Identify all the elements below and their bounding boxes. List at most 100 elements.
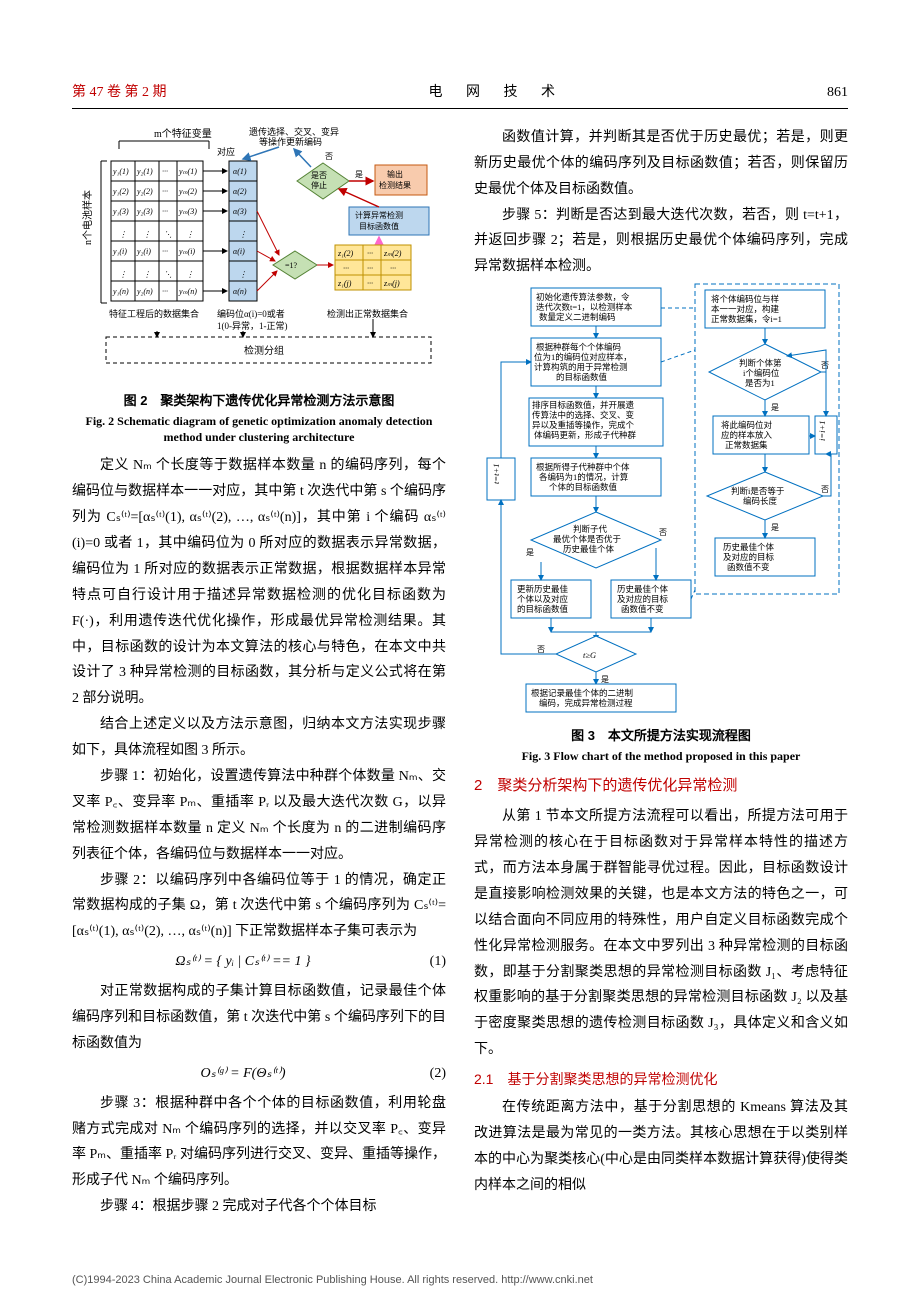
header-volume: 第 47 卷 第 2 期 [72,80,167,106]
svg-text:⋮: ⋮ [119,230,127,239]
fig2-label-codebit1: 编码位α(i)=0或者 [217,308,285,319]
svg-text:z₁(2): z₁(2) [337,249,354,258]
svg-text:⋱: ⋱ [164,270,172,279]
svg-text:正常数据集: 正常数据集 [725,440,768,450]
svg-text:检测结果: 检测结果 [379,180,411,190]
svg-text:α(3): α(3) [233,207,247,216]
svg-text:更新历史最佳: 更新历史最佳 [517,584,569,594]
svg-text:···: ··· [162,247,168,256]
fig2-label-split: 检测分组 [244,344,284,357]
fig3-caption-en: Fig. 3 Flow chart of the method proposed… [474,748,848,764]
p-step1: 步骤 1：初始化，设置遗传算法中种群个体数量 Nₘ、交叉率 P꜀、变异率 Pₘ、… [72,764,446,868]
svg-text:本一一对应，构建: 本一一对应，构建 [711,304,780,314]
right-column: 函数值计算，并判断其是否优于历史最优；若是，则更新历史最优个体的编码序列及目标函… [474,125,848,1220]
fig2-label-m: m个特征变量 [154,127,212,140]
svg-text:编码长度: 编码长度 [743,496,778,506]
svg-text:i=i+1: i=i+1 [817,421,827,441]
p-step3: 步骤 3：根据种群中各个个体的目标函数值，利用轮盘赌方式完成对 Nₘ 个编码序列… [72,1091,446,1195]
svg-text:yₘ(i): yₘ(i) [178,247,195,256]
svg-text:α(1): α(1) [233,167,247,176]
svg-text:α(i): α(i) [233,247,245,256]
svg-text:判断个体第: 判断个体第 [739,358,782,368]
svg-text:α(2): α(2) [233,187,247,196]
svg-text:y₁(3): y₁(3) [112,207,129,216]
fig2-label-normalset: 检测出正常数据集合 [327,308,408,319]
svg-text:···: ··· [162,187,168,196]
svg-text:判断子代: 判断子代 [573,524,608,534]
fig2-alpha-col: α(1) α(2) α(3) ⋮ α(i) ⋮ α(n) [229,161,257,301]
svg-text:⋱: ⋱ [164,230,172,239]
svg-text:y₁(2): y₁(2) [112,187,129,196]
svg-text:判断i是否等于: 判断i是否等于 [731,486,785,496]
eq2-content: Oₛ⁽ᵍ⁾ = F(Θₛ⁽ᵗ⁾) [72,1061,414,1087]
svg-text:个体的目标函数值: 个体的目标函数值 [549,482,618,492]
svg-text:yₘ(1): yₘ(1) [178,167,197,176]
svg-text:迭代次数t=1，以检测样本: 迭代次数t=1，以检测样本 [536,302,633,312]
svg-text:目标函数值: 目标函数值 [359,221,399,231]
fig2-label-duiying: 对应 [217,146,235,157]
svg-text:是: 是 [601,675,609,684]
p-combine: 结合上述定义以及方法示意图，归纳本文方法实现步骤如下，具体流程如图 3 所示。 [72,712,446,764]
svg-text:是: 是 [526,548,534,557]
svg-text:函数值不变: 函数值不变 [621,604,664,614]
fig2-eq1-diamond: =1? [273,251,317,279]
page-header: 第 47 卷 第 2 期 电 网 技 术 861 [72,80,848,109]
svg-text:历史最佳个体: 历史最佳个体 [723,542,775,552]
svg-text:否: 否 [821,485,829,494]
p-step4-cont: 函数值计算，并判断其是否优于历史最优；若是，则更新历史最优个体的编码序列及目标函… [474,125,848,203]
p-step2: 步骤 2：以编码序列中各编码位等于 1 的情况，确定正常数据构成的子集 Ω，第 … [72,868,446,946]
svg-text:及对应的目标: 及对应的目标 [617,594,669,604]
svg-text:传算法中的选择、交叉、变: 传算法中的选择、交叉、变 [532,410,635,420]
fig2-stop-diamond: 是否 停止 [297,163,349,199]
fig2-label-genetic1: 遗传选择、交叉、变异 [249,126,339,137]
svg-text:···: ··· [390,264,396,273]
svg-text:否: 否 [821,361,829,370]
svg-text:计算构筑的用于异常检测: 计算构筑的用于异常检测 [534,362,628,372]
svg-text:历史最佳个体: 历史最佳个体 [563,544,615,554]
svg-text:位为1的编码位对应样本，: 位为1的编码位对应样本， [534,352,632,362]
fig2-caption-en: Fig. 2 Schematic diagram of genetic opti… [72,413,446,445]
p-step5: 步骤 5：判断是否达到最大迭代次数，若否，则 t=t+1，并返回步骤 2；若是，… [474,203,848,281]
eq2-num: (2) [414,1061,446,1087]
svg-text:y₂(1): y₂(1) [136,167,153,176]
fig2-label-genetic2: 等操作更新编码 [259,136,322,147]
svg-text:及对应的目标: 及对应的目标 [723,552,775,562]
svg-text:y₁(n): y₁(n) [112,287,129,296]
svg-text:将此编码位对: 将此编码位对 [721,420,773,430]
svg-text:是: 是 [771,523,779,532]
footer-text: (C)1994-2023 China Academic Journal Elec… [72,1274,593,1286]
page-footer: (C)1994-2023 China Academic Journal Elec… [0,1260,920,1310]
svg-text:=1?: =1? [285,261,298,270]
svg-text:yₘ(2): yₘ(2) [178,187,197,196]
svg-text:α(n): α(n) [233,287,247,296]
svg-text:zₘ(2): zₘ(2) [383,249,402,258]
left-column: m个特征变量 遗传选择、交叉、变异 等操作更新编码 对应 n个电池样本 [72,125,446,1220]
svg-text:否: 否 [325,152,333,161]
svg-text:是: 是 [355,170,363,179]
svg-text:正常数据集，令i=1: 正常数据集，令i=1 [711,314,782,324]
svg-text:···: ··· [367,264,373,273]
eq1-content: Ωₛ⁽ᵗ⁾ = { yᵢ | Cₛ⁽ᵗ⁾ == 1 } [72,949,414,975]
svg-text:是否: 是否 [311,171,327,180]
fig2-label-codebit2: 1(0-异常，1-正常) [217,320,288,331]
svg-text:否: 否 [537,645,545,654]
p-normal-subset: 对正常数据构成的子集计算目标函数值，记录最佳个体编码序列和目标函数值，第 t 次… [72,979,446,1057]
p-kmeans: 在传统距离方法中，基于分割思想的 Kmeans 算法及其改进算法是最为常见的一类… [474,1095,848,1199]
subsection-2-1-title: 2.1 基于分割聚类思想的异常检测优化 [474,1067,848,1093]
svg-text:···: ··· [367,249,373,258]
svg-text:编码，完成异常检测过程: 编码，完成异常检测过程 [539,698,633,708]
svg-text:⋮: ⋮ [239,270,247,279]
svg-text:t≥G: t≥G [583,650,596,660]
svg-text:y₂(2): y₂(2) [136,187,153,196]
svg-text:⋮: ⋮ [119,270,127,279]
equation-1: Ωₛ⁽ᵗ⁾ = { yᵢ | Cₛ⁽ᵗ⁾ == 1 } (1) [72,949,446,975]
svg-text:⋮: ⋮ [143,230,151,239]
svg-text:停止: 停止 [311,180,327,190]
svg-text:将个体编码位与样: 将个体编码位与样 [711,294,780,304]
svg-text:否: 否 [659,528,667,537]
svg-text:排序目标函数值，并开展遗: 排序目标函数值，并开展遗 [532,400,635,410]
svg-text:个体以及对应: 个体以及对应 [517,594,569,604]
fig2-caption-zh: 图 2 聚类架构下遗传优化异常检测方法示意图 [72,389,446,413]
svg-text:⋮: ⋮ [143,270,151,279]
svg-text:z₁(j): z₁(j) [337,279,352,288]
